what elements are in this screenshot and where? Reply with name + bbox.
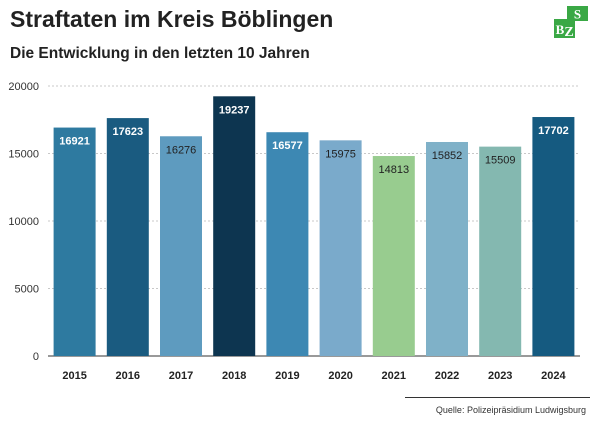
x-tick-label: 2023 (488, 370, 512, 382)
svg-text:B: B (556, 22, 565, 37)
bar (372, 156, 415, 356)
x-tick-label: 2021 (382, 370, 406, 382)
x-tick-label: 2020 (328, 370, 352, 382)
bar-value-label: 17623 (113, 126, 144, 138)
y-tick-label: 10000 (8, 216, 39, 228)
bar (479, 146, 522, 356)
bar (426, 141, 468, 356)
szbz-logo-icon: S B Z (554, 6, 588, 38)
bar-value-label: 19237 (219, 104, 250, 116)
bar (266, 132, 309, 356)
y-tick-label: 0 (33, 351, 39, 363)
x-tick-label: 2024 (541, 370, 566, 382)
bar-value-label: 15509 (485, 155, 516, 167)
x-tick-label: 2015 (62, 370, 86, 382)
x-tick-label: 2017 (169, 370, 193, 382)
bar (532, 117, 575, 356)
bar-value-label: 15975 (325, 148, 356, 160)
bar (319, 140, 362, 356)
svg-text:Z: Z (564, 25, 573, 38)
y-tick-label: 5000 (15, 284, 39, 296)
bar-value-label: 15852 (432, 150, 463, 162)
bar-value-label: 17702 (538, 125, 569, 137)
bar-value-label: 16577 (272, 140, 303, 152)
bar (160, 136, 202, 356)
y-tick-label: 15000 (8, 149, 39, 161)
bar-value-label: 16921 (59, 136, 90, 148)
source-note: Quelle: Polizeipräsidium Ludwigsburg (435, 405, 586, 415)
bar (53, 127, 96, 356)
y-tick-label: 20000 (8, 81, 39, 93)
bar (106, 118, 149, 356)
chart-subtitle: Die Entwicklung in den letzten 10 Jahren (10, 45, 310, 62)
x-tick-label: 2016 (116, 370, 140, 382)
x-tick-label: 2019 (275, 370, 299, 382)
bar-value-label: 16276 (166, 144, 197, 156)
source-divider (405, 397, 590, 398)
svg-text:S: S (574, 7, 581, 22)
bar-value-label: 14813 (379, 164, 410, 176)
chart-title: Straftaten im Kreis Böblingen (10, 6, 334, 32)
bar (213, 96, 256, 356)
x-tick-label: 2022 (435, 370, 459, 382)
x-tick-label: 2018 (222, 370, 246, 382)
